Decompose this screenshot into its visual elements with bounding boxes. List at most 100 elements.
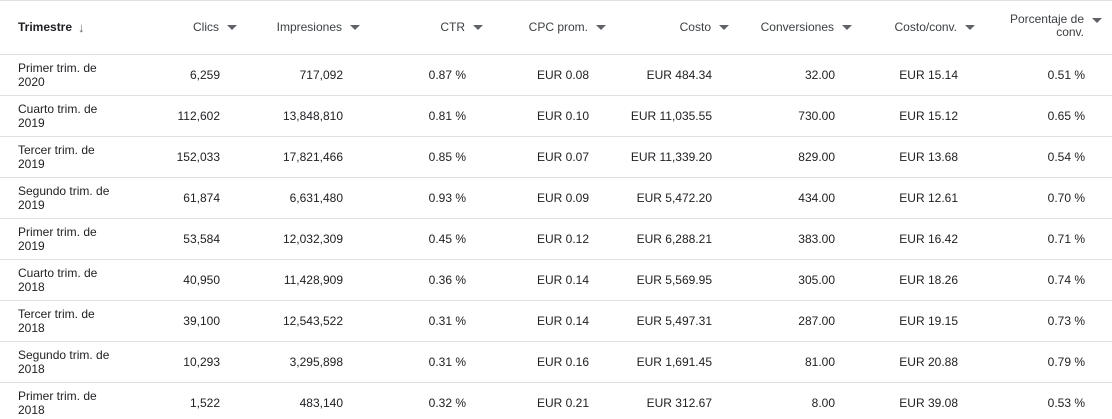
cell-conv-rate: 0.73 %: [1047, 314, 1085, 328]
caret-down-icon: [965, 25, 975, 30]
table-row: Cuarto trim. de 2018 40,950 11,428,909 0.36 …: [0, 260, 1112, 301]
cell-cost-per-conv: EUR 15.14: [899, 68, 958, 82]
cell-avg-cpc: EUR 0.21: [536, 396, 589, 410]
cell-avg-cpc: EUR 0.10: [536, 109, 589, 123]
cell-quarter-line2: 2020: [18, 75, 45, 89]
cell-impressions: 3,295,898: [289, 355, 343, 369]
cell-ctr: 0.81 %: [428, 109, 466, 123]
arrow-down-icon: ↓: [78, 20, 85, 35]
cell-impressions: 717,092: [299, 68, 343, 82]
cell-avg-cpc: EUR 0.14: [536, 314, 589, 328]
column-header-ctr[interactable]: CTR: [440, 1, 483, 54]
cell-impressions: 12,032,309: [282, 232, 343, 246]
cell-quarter-line1: Primer trim. de: [18, 389, 97, 403]
cell-conv-rate: 0.54 %: [1047, 150, 1085, 164]
table-header-row: Trimestre ↓ Clics Impresiones CTR CPC pr…: [0, 1, 1112, 55]
cell-ctr: 0.36 %: [428, 273, 466, 287]
cell-conv-rate: 0.79 %: [1047, 355, 1085, 369]
cell-conv-rate: 0.70 %: [1047, 191, 1085, 205]
cell-cost: EUR 1,691.45: [636, 355, 712, 369]
caret-down-icon: [842, 25, 852, 30]
column-header-conv-rate[interactable]: Porcentaje de conv.: [1010, 1, 1102, 54]
cell-cost-per-conv: EUR 12.61: [899, 191, 958, 205]
cell-quarter-line1: Segundo trim. de: [18, 184, 110, 198]
table-row: Tercer trim. de 2018 39,100 12,543,522 0.31 …: [0, 301, 1112, 342]
column-header-label: CPC prom.: [528, 20, 588, 34]
cell-cost-per-conv: EUR 19.15: [899, 314, 958, 328]
caret-down-icon: [227, 25, 237, 30]
column-header-conversions[interactable]: Conversiones: [761, 1, 852, 54]
cell-cost: EUR 5,569.95: [636, 273, 712, 287]
table-row: Cuarto trim. de 2019 112,602 13,848,810 0.81…: [0, 96, 1112, 137]
cell-conversions: 305.00: [798, 273, 835, 287]
caret-down-icon: [719, 25, 729, 30]
cell-quarter-line2: 2019: [18, 239, 45, 253]
cell-quarter: Tercer trim. de 2018: [18, 301, 148, 341]
caret-down-icon: [1092, 18, 1102, 23]
cell-cost-per-conv: EUR 20.88: [899, 355, 958, 369]
cell-quarter: Cuarto trim. de 2019: [18, 96, 148, 136]
cell-clicks: 40,950: [183, 273, 220, 287]
cell-quarter-line1: Primer trim. de: [18, 225, 97, 239]
cell-avg-cpc: EUR 0.09: [536, 191, 589, 205]
column-header-impressions[interactable]: Impresiones: [277, 1, 360, 54]
cell-impressions: 6,631,480: [289, 191, 343, 205]
table-row: Primer trim. de 2020 6,259 717,092 0.87 % EUR…: [0, 55, 1112, 96]
cell-conv-rate: 0.74 %: [1047, 273, 1085, 287]
column-header-cost[interactable]: Costo: [680, 1, 729, 54]
cell-quarter: Tercer trim. de 2019: [18, 137, 148, 177]
cell-ctr: 0.45 %: [428, 232, 466, 246]
column-header-label: Costo/conv.: [894, 20, 957, 34]
table-row: Tercer trim. de 2019 152,033 17,821,466 0.85…: [0, 137, 1112, 178]
column-header-label: Conversiones: [760, 20, 834, 34]
caret-down-icon: [596, 25, 606, 30]
cell-conversions: 434.00: [798, 191, 835, 205]
cell-cost: EUR 11,339.20: [630, 150, 712, 164]
cell-quarter: Segundo trim. de 2019: [18, 178, 148, 218]
cell-cost: EUR 6,288.21: [636, 232, 712, 246]
cell-quarter-line2: 2018: [18, 280, 45, 294]
cell-conversions: 32.00: [804, 68, 835, 82]
cell-cost-per-conv: EUR 13.68: [899, 150, 958, 164]
cell-cost-per-conv: EUR 18.26: [899, 273, 958, 287]
cell-ctr: 0.87 %: [428, 68, 466, 82]
cell-quarter-line1: Primer trim. de: [18, 61, 97, 75]
cell-quarter: Primer trim. de 2019: [18, 219, 148, 259]
cell-cost-per-conv: EUR 15.12: [899, 109, 958, 123]
cell-ctr: 0.31 %: [428, 314, 466, 328]
cell-clicks: 1,522: [189, 396, 220, 410]
cell-quarter-line2: 2018: [18, 362, 45, 376]
cell-quarter-line1: Tercer trim. de: [18, 307, 95, 321]
column-header-label: Impresiones: [276, 20, 342, 34]
cell-conversions: 8.00: [811, 396, 835, 410]
cell-clicks: 10,293: [183, 355, 220, 369]
cell-quarter-line1: Cuarto trim. de: [18, 266, 98, 280]
cell-quarter-line2: 2019: [18, 116, 45, 130]
cell-cost-per-conv: EUR 39.08: [899, 396, 958, 410]
column-header-label: Costo: [679, 20, 711, 34]
caret-down-icon: [350, 25, 360, 30]
cell-avg-cpc: EUR 0.16: [536, 355, 589, 369]
column-header-quarter[interactable]: Trimestre ↓: [18, 1, 85, 54]
column-header-clicks[interactable]: Clics: [193, 1, 237, 54]
column-header-label: Porcentaje de conv.: [1010, 13, 1084, 39]
cell-avg-cpc: EUR 0.08: [536, 68, 589, 82]
cell-cost: EUR 5,497.31: [636, 314, 712, 328]
cell-clicks: 39,100: [183, 314, 220, 328]
cell-clicks: 152,033: [176, 150, 220, 164]
table-row: Segundo trim. de 2018 10,293 3,295,898 0.31 …: [0, 342, 1112, 383]
cell-quarter: Segundo trim. de 2018: [18, 342, 148, 382]
cell-quarter-line2: 2018: [18, 403, 45, 417]
cell-cost-per-conv: EUR 16.42: [899, 232, 958, 246]
cell-clicks: 6,259: [189, 68, 220, 82]
column-header-label-line1: Porcentaje de: [1009, 12, 1084, 26]
table-row: Segundo trim. de 2019 61,874 6,631,480 0.93 …: [0, 178, 1112, 219]
table-row: Primer trim. de 2018 1,522 483,140 0.32 % EUR…: [0, 383, 1112, 419]
column-header-avg-cpc[interactable]: CPC prom.: [529, 1, 606, 54]
cell-conv-rate: 0.51 %: [1047, 68, 1085, 82]
cell-cost: EUR 484.34: [646, 68, 712, 82]
cell-impressions: 12,543,522: [282, 314, 343, 328]
column-header-cost-per-conv[interactable]: Costo/conv.: [895, 1, 975, 54]
cell-cost: EUR 5,472.20: [636, 191, 712, 205]
